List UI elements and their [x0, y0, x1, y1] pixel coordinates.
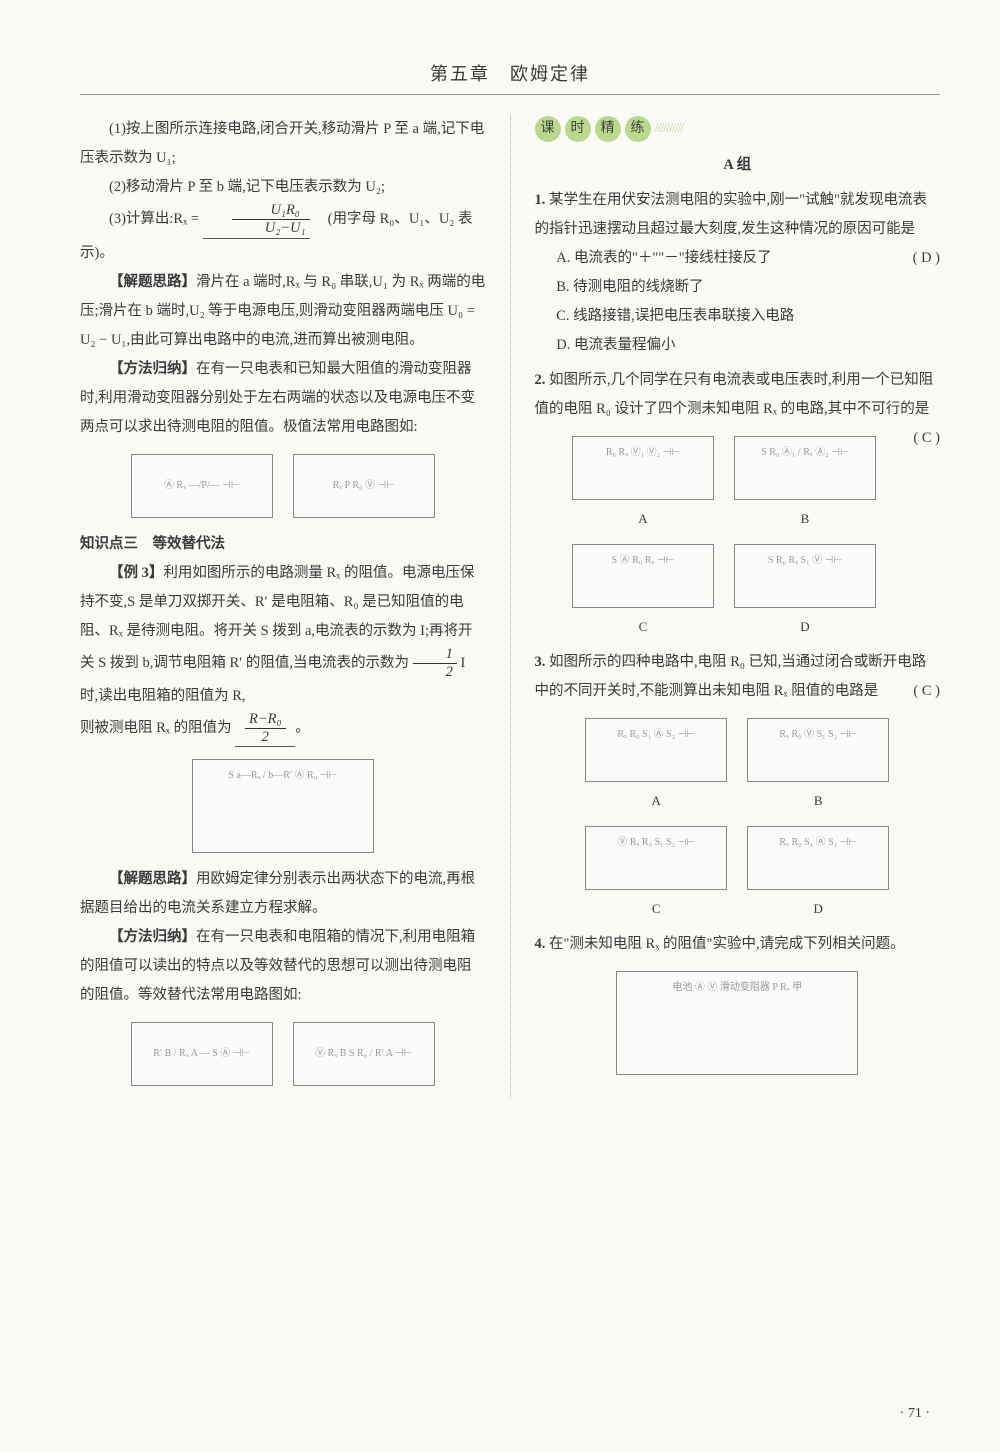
- chapter-header: 第五章 欧姆定律: [80, 60, 940, 86]
- q4-figure: 电池 Ⓐ Ⓥ 滑动变阻器 P Rₓ 甲: [535, 967, 941, 1079]
- q4-stem: 在"测未知电阻 Rₓ 的阻值"实验中,请完成下列相关问题。: [549, 936, 905, 952]
- step3-blank: U₁R₀ U₂−U₁: [203, 202, 310, 239]
- half-den: 2: [413, 664, 457, 681]
- method2-figures: R′ B / Rₓ A — S Ⓐ ⊣⊢ Ⓥ Rₓ B S R₀ / R′ A …: [80, 1018, 486, 1090]
- circuit-fig-5: Ⓥ Rₓ B S R₀ / R′ A ⊣⊢: [293, 1022, 435, 1086]
- circuit-fig-2: Rₓ P R₀ Ⓥ ⊣⊢: [293, 454, 435, 518]
- q2-fig-d: S R₀ Rₓ S₁ Ⓥ ⊣⊢ D: [728, 540, 882, 640]
- q2-answer: ( C ): [913, 424, 940, 453]
- ex3-answer-blank: R−R₀ 2: [235, 711, 295, 748]
- q2-figures: R₀ Rₓ Ⓥ₁ Ⓥ₂ ⊣⊢ A S R₀ Ⓐ₁ / Rₓ Ⓐ₂ ⊣⊢ B S …: [535, 432, 914, 640]
- q4-num: 4.: [535, 936, 546, 952]
- half-num: 1: [413, 646, 457, 664]
- badge-4: 练: [625, 116, 651, 142]
- q2-label-d: D: [728, 614, 882, 640]
- example-3-title: 【例 3】: [109, 565, 163, 581]
- question-4: 4. 在"测未知电阻 Rₓ 的阻值"实验中,请完成下列相关问题。: [535, 930, 941, 959]
- q3-label-c: C: [579, 896, 733, 922]
- rx-num: U₁R₀: [232, 202, 310, 220]
- circuit-fig-4: R′ B / Rₓ A — S Ⓐ ⊣⊢: [131, 1022, 273, 1086]
- group-a-title: A 组: [535, 151, 941, 180]
- method-1-title: 【方法归纳】: [109, 361, 196, 377]
- method-2: 【方法归纳】在有一只电表和电阻箱的情况下,利用电阻箱的阻值可以读出的特点以及等效…: [80, 923, 486, 1010]
- ex3-dot: 。: [295, 720, 310, 736]
- q2-fig-b: S R₀ Ⓐ₁ / Rₓ Ⓐ₂ ⊣⊢ B: [728, 432, 882, 532]
- q1-opt-b: B. 待测电阻的线烧断了: [556, 273, 940, 302]
- step-3: (3)计算出:Rₓ = U₁R₀ U₂−U₁ (用字母 R₀、U₁、U₂ 表示)…: [80, 202, 486, 268]
- q3-num: 3.: [535, 654, 546, 670]
- circuit-fig-1: Ⓐ Rₓ —/P/— ⊣⊢: [131, 454, 273, 518]
- q3-fig-a: Rₓ R₀ S₁ Ⓐ S₂ ⊣⊢ A: [579, 714, 733, 814]
- method-2-title: 【方法归纳】: [109, 929, 196, 945]
- column-divider: [510, 115, 511, 1098]
- example-3-question: 则被测电阻 Rₓ 的阻值为 R−R₀ 2 。: [80, 711, 486, 748]
- question-2: 2. 如图所示,几个同学在只有电流表或电压表时,利用一个已知阻值的电阻 R₀ 设…: [535, 366, 941, 424]
- solution-1-title: 【解题思路】: [109, 274, 196, 290]
- q3-stem: 如图所示的四种电路中,电阻 R₀ 已知,当通过闭合或断开电路中的不同开关时,不能…: [535, 654, 927, 699]
- q3-label-b: B: [741, 788, 895, 814]
- badge-1: 课: [535, 116, 561, 142]
- page: 第五章 欧姆定律 (1)按上图所示连接电路,闭合开关,移动滑片 P 至 a 端,…: [0, 0, 1000, 1452]
- ex3-ans-frac: R−R₀ 2: [245, 711, 286, 747]
- method1-figures: Ⓐ Rₓ —/P/— ⊣⊢ Rₓ P R₀ Ⓥ ⊣⊢: [80, 450, 486, 522]
- q2-label-b: B: [728, 506, 882, 532]
- q1-stem: 某学生在用伏安法测电阻的实验中,刚一"试触"就发现电流表的指针迅速摆动且超过最大…: [535, 192, 927, 237]
- example-3: 【例 3】利用如图所示的电路测量 Rₓ 的阻值。电源电压保持不变,S 是单刀双掷…: [80, 559, 486, 711]
- solution-2: 【解题思路】用欧姆定律分别表示出两状态下的电流,再根据题目给出的电流关系建立方程…: [80, 865, 486, 923]
- badge-2: 时: [565, 116, 591, 142]
- question-3: 3. 如图所示的四种电路中,电阻 R₀ 已知,当通过闭合或断开电路中的不同开关时…: [535, 648, 941, 706]
- badge-slashes: //////////: [655, 115, 684, 143]
- half-frac: 1 2: [413, 646, 457, 682]
- q3-label-d: D: [741, 896, 895, 922]
- q2-fig-a: R₀ Rₓ Ⓥ₁ Ⓥ₂ ⊣⊢ A: [566, 432, 720, 532]
- q3-fig-b: Rₓ R₀ Ⓥ S₁ S₂ ⊣⊢ B: [741, 714, 895, 814]
- q1-answer: ( D ): [913, 244, 940, 273]
- right-column: 课 时 精 练 ////////// A 组 1. 某学生在用伏安法测电阻的实验…: [535, 115, 941, 1098]
- question-1: 1. 某学生在用伏安法测电阻的实验中,刚一"试触"就发现电流表的指针迅速摆动且超…: [535, 186, 941, 244]
- q3-answer: ( C ): [913, 677, 940, 706]
- q1-num: 1.: [535, 192, 546, 208]
- practice-badge: 课 时 精 练 //////////: [535, 115, 941, 143]
- step-2: (2)移动滑片 P 至 b 端,记下电压表示数为 U₂;: [80, 173, 486, 202]
- q3-fig-d: Rₓ R₀ S₁ Ⓐ S₂ ⊣⊢ D: [741, 822, 895, 922]
- q4-apparatus: 电池 Ⓐ Ⓥ 滑动变阻器 P Rₓ 甲: [616, 971, 858, 1075]
- badge-3: 精: [595, 116, 621, 142]
- q1-opt-d: D. 电流表量程偏小: [556, 331, 940, 360]
- q2-num: 2.: [535, 372, 546, 388]
- ex3-ans-den: 2: [245, 729, 286, 746]
- solution-1: 【解题思路】滑片在 a 端时,Rₓ 与 R₀ 串联,U₁ 为 Rₓ 两端的电压;…: [80, 268, 486, 355]
- ex3-q-text: 则被测电阻 Rₓ 的阻值为: [80, 720, 232, 736]
- header-rule: [80, 94, 940, 95]
- q2-stem: 如图所示,几个同学在只有电流表或电压表时,利用一个已知阻值的电阻 R₀ 设计了四…: [535, 372, 934, 417]
- circuit-fig-3: S a—Rₓ / b—R′ Ⓐ R₀ ⊣⊢: [192, 759, 374, 853]
- q2-fig-c: S Ⓐ R₀ Rₓ ⊣⊢ C: [566, 540, 720, 640]
- q2-label-c: C: [566, 614, 720, 640]
- q1-opt-c: C. 线路接错,误把电压表串联接入电路: [556, 302, 940, 331]
- q1-opt-a: A. 电流表的"＋""－"接线柱接反了: [556, 244, 940, 273]
- q3-figures: Rₓ R₀ S₁ Ⓐ S₂ ⊣⊢ A Rₓ R₀ Ⓥ S₁ S₂ ⊣⊢ B Ⓥ …: [535, 714, 941, 922]
- two-column-layout: (1)按上图所示连接电路,闭合开关,移动滑片 P 至 a 端,记下电压表示数为 …: [80, 115, 940, 1098]
- step-1: (1)按上图所示连接电路,闭合开关,移动滑片 P 至 a 端,记下电压表示数为 …: [80, 115, 486, 173]
- example3-figure: S a—Rₓ / b—R′ Ⓐ R₀ ⊣⊢: [80, 755, 486, 857]
- method-1: 【方法归纳】在有一只电表和已知最大阻值的滑动变阻器时,利用滑动变阻器分别处于左右…: [80, 355, 486, 442]
- step3-prefix: (3)计算出:Rₓ =: [109, 211, 199, 227]
- rx-fraction: U₁R₀ U₂−U₁: [232, 202, 310, 238]
- q3-label-a: A: [579, 788, 733, 814]
- q2-label-a: A: [566, 506, 720, 532]
- solution-2-title: 【解题思路】: [109, 871, 196, 887]
- ex3-ans-num: R−R₀: [245, 711, 286, 729]
- rx-den: U₂−U₁: [232, 220, 310, 237]
- page-number: · 71 ·: [900, 1406, 930, 1422]
- q3-fig-c: Ⓥ Rₓ R₀ S₁ S₂ ⊣⊢ C: [579, 822, 733, 922]
- left-column: (1)按上图所示连接电路,闭合开关,移动滑片 P 至 a 端,记下电压表示数为 …: [80, 115, 486, 1098]
- kp3-title: 知识点三 等效替代法: [80, 530, 486, 559]
